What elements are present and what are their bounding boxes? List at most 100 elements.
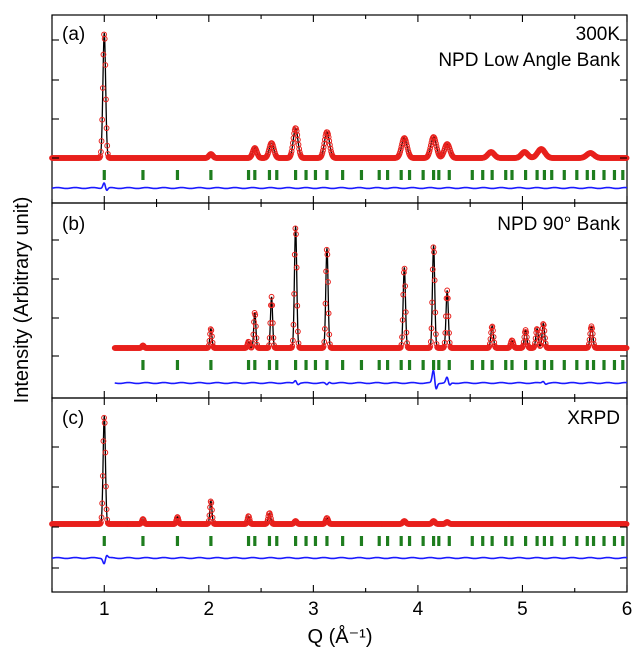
panel-b-observed-point: [524, 339, 531, 346]
x-tick-label: 1: [99, 599, 110, 620]
panel-c-observed-point: [103, 483, 109, 490]
panel-a-observed-point: [296, 149, 303, 156]
panel-a-observed-point: [433, 143, 440, 150]
panel-a-frame: [51, 14, 628, 204]
panel-a-title-line2: NPD Low Angle Bank: [438, 50, 620, 71]
panel-b-observed-point: [541, 327, 548, 334]
panel-b-observed-point: [623, 345, 630, 351]
panel-b-observed-point: [402, 283, 409, 290]
panel-b-observed-point: [325, 279, 331, 285]
panel-c-observed-point: [100, 438, 107, 445]
panel-a-observed-point: [432, 140, 439, 147]
panel-c-observed-point: [209, 507, 215, 513]
panel-b-observed-point: [429, 266, 436, 273]
panel-a-observed-point: [319, 150, 326, 157]
panel-a-observed-point: [320, 144, 327, 151]
panel-b-observed-point: [427, 338, 434, 345]
panel-b-observed-point: [431, 249, 437, 256]
panel-b-observed-point: [428, 325, 435, 332]
panel-b-observed-point: [432, 331, 439, 338]
panel-c-calculated-line: [52, 415, 627, 525]
panel-a-bragg-ticks: [102, 170, 625, 180]
panel-a-observed-point: [288, 148, 295, 155]
panel-b-observed-point: [290, 321, 297, 328]
panel-b-observed-point: [446, 339, 453, 346]
panel-b-observed-point: [585, 343, 592, 350]
panel-b-observed-point: [291, 291, 298, 297]
panel-c-frame: [51, 397, 628, 593]
panel-a-observed-point: [296, 146, 303, 152]
panel-a-observed-point: [398, 143, 405, 150]
panel-b-observed-point: [252, 323, 259, 330]
panel-c-label: (c): [62, 408, 84, 429]
panel-b-observed-point: [325, 310, 332, 317]
panel-c-observed-point: [98, 514, 105, 521]
panel-b-observed-point: [531, 343, 538, 350]
panel-b-observed-point: [587, 330, 594, 337]
panel-a-observed-point: [293, 128, 300, 134]
x-tick-label: 3: [308, 599, 319, 620]
panel-a-observed-point: [427, 145, 434, 152]
panel-a-observed-point: [326, 141, 333, 148]
panel-b-observed-point: [537, 342, 544, 349]
panel-b-observed-point: [403, 329, 410, 336]
panel-b-observed-point: [322, 300, 329, 307]
panel-b-observed-point: [293, 231, 299, 238]
panel-a-observed-point: [103, 96, 109, 103]
panel-a-observed-point: [325, 134, 332, 141]
panel-a-observed-point: [397, 146, 404, 153]
panel-b-observed-point: [266, 334, 273, 341]
panel-a-observed-point: [102, 62, 109, 68]
panel-c-observed-point: [99, 500, 106, 507]
panel-a-observed-point: [288, 151, 294, 157]
panel-a-observed-point: [320, 147, 326, 154]
panel-c-observed-point: [102, 449, 109, 456]
panel-b-observed-point: [400, 291, 407, 298]
panel-b-observed-point: [208, 327, 215, 334]
panel-b-observed-point: [294, 328, 301, 335]
panel-a-observed-point: [327, 145, 334, 152]
panel-b-bragg-ticks: [141, 360, 625, 370]
panel-b-observed-point: [252, 312, 259, 318]
panel-c-observed-point: [208, 499, 215, 506]
panel-a-observed-point: [326, 138, 333, 144]
panel-b-observed-point: [253, 335, 260, 341]
panel-b-observed-point: [267, 320, 274, 326]
panel-b-observed-point: [446, 330, 452, 336]
panel-b-observed-point: [535, 331, 542, 338]
panel-b-observed-point: [399, 334, 405, 340]
panel-b-observed-point: [326, 331, 333, 338]
panel-b-observed-point: [443, 313, 449, 320]
panel-b-observed-point: [321, 325, 328, 332]
panel-c-title-line1: XRPD: [567, 408, 620, 429]
panel-b-observed-point: [432, 309, 439, 316]
panel-b-calculated-line: [114, 226, 627, 349]
panel-b-observed-point: [294, 302, 301, 309]
panel-b-observed-point: [444, 287, 451, 294]
panel-a-observed-point: [104, 142, 111, 149]
panel-b-observed-point: [291, 251, 298, 258]
panel-b-observed-point: [589, 330, 596, 337]
panel-b-observed-point: [444, 295, 451, 302]
panel-a-difference-line: [51, 182, 628, 192]
panel-a-observed-point: [101, 35, 108, 42]
panel-b-observed-point: [265, 344, 272, 351]
panel-c-observed-point: [246, 513, 252, 520]
panel-a-observed-point: [397, 148, 404, 155]
panel-a-title-line1: 300K: [576, 24, 621, 45]
panel-b-observed-points: [111, 225, 630, 351]
panel-b-observed-point: [486, 343, 493, 350]
panel-b-observed-point: [441, 343, 447, 350]
panel-c-observed-point: [623, 521, 630, 527]
panel-a-observed-point: [404, 142, 410, 149]
panel-b-observed-point: [442, 330, 449, 336]
panel-b-observed-point: [399, 317, 406, 323]
panel-a-observed-point: [103, 125, 110, 132]
panel-a-observed-point: [99, 85, 106, 91]
panel-b-observed-point: [269, 302, 276, 309]
panel-b-observed-point: [293, 264, 300, 271]
panel-b-observed-point: [321, 338, 328, 345]
panel-b-observed-point: [250, 331, 257, 338]
panel-b-observed-point: [402, 309, 409, 316]
